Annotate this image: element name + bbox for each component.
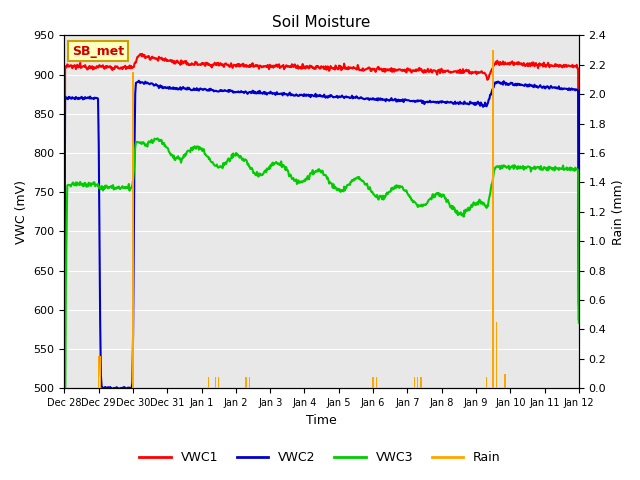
Bar [376,376,377,388]
X-axis label: Time: Time [307,414,337,427]
Bar [504,373,506,388]
Bar [492,50,494,388]
Bar [486,376,487,388]
Bar [100,356,101,388]
Title: Soil Moisture: Soil Moisture [273,15,371,30]
Bar [214,376,216,388]
Y-axis label: Rain (mm): Rain (mm) [612,179,625,245]
Bar [420,376,422,388]
Text: SB_met: SB_met [72,45,124,58]
Bar [132,72,134,388]
Bar [496,322,497,388]
Bar [218,376,220,388]
Bar [246,376,247,388]
Bar [417,376,419,388]
Bar [372,376,374,388]
Bar [208,376,209,388]
Bar [249,376,250,388]
Legend: VWC1, VWC2, VWC3, Rain: VWC1, VWC2, VWC3, Rain [134,446,506,469]
Bar [98,356,99,388]
Bar [413,376,415,388]
Y-axis label: VWC (mV): VWC (mV) [15,180,28,244]
